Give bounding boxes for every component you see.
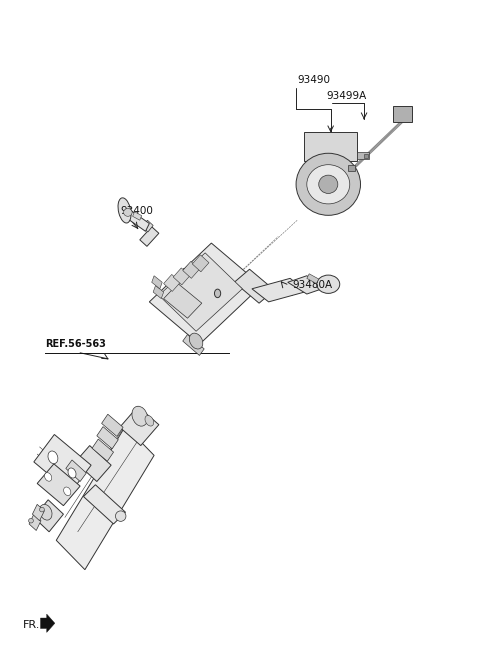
Ellipse shape	[39, 507, 44, 512]
Polygon shape	[132, 212, 142, 220]
Ellipse shape	[145, 415, 154, 426]
Polygon shape	[192, 255, 209, 272]
Text: REF.56-563: REF.56-563	[45, 339, 106, 349]
Polygon shape	[152, 276, 162, 289]
Polygon shape	[34, 500, 63, 532]
Text: 1229AA: 1229AA	[182, 268, 223, 278]
Ellipse shape	[48, 451, 58, 464]
Polygon shape	[183, 335, 204, 356]
Polygon shape	[159, 253, 242, 331]
Polygon shape	[33, 504, 44, 521]
Polygon shape	[97, 426, 118, 449]
Ellipse shape	[317, 275, 340, 293]
Polygon shape	[102, 414, 123, 436]
Ellipse shape	[215, 289, 221, 298]
Polygon shape	[34, 434, 91, 493]
Polygon shape	[75, 445, 111, 482]
Ellipse shape	[123, 209, 132, 216]
Text: 93490: 93490	[297, 75, 330, 85]
Text: 93400: 93400	[120, 205, 154, 216]
Polygon shape	[127, 211, 149, 232]
Text: REF.56-563: REF.56-563	[45, 339, 106, 349]
Ellipse shape	[296, 154, 360, 215]
Polygon shape	[37, 464, 80, 506]
Polygon shape	[252, 278, 307, 302]
Polygon shape	[288, 276, 326, 294]
Polygon shape	[348, 165, 356, 171]
Polygon shape	[140, 227, 159, 247]
Ellipse shape	[64, 487, 71, 495]
Polygon shape	[120, 406, 159, 445]
Polygon shape	[149, 243, 262, 344]
Polygon shape	[84, 485, 125, 524]
Ellipse shape	[116, 511, 126, 522]
Polygon shape	[40, 614, 55, 632]
Ellipse shape	[307, 165, 350, 204]
Ellipse shape	[190, 333, 203, 349]
Polygon shape	[164, 283, 202, 318]
Polygon shape	[92, 439, 114, 461]
Text: FR.: FR.	[24, 619, 41, 630]
Ellipse shape	[68, 468, 76, 478]
Polygon shape	[164, 274, 180, 291]
Polygon shape	[56, 426, 154, 569]
Ellipse shape	[45, 473, 52, 482]
Polygon shape	[307, 274, 319, 283]
Polygon shape	[142, 220, 153, 232]
Ellipse shape	[29, 518, 34, 523]
Ellipse shape	[118, 198, 131, 223]
Polygon shape	[173, 268, 190, 285]
Polygon shape	[153, 285, 164, 298]
Polygon shape	[183, 261, 199, 278]
Polygon shape	[234, 269, 275, 303]
Ellipse shape	[132, 406, 148, 426]
Text: 93499A: 93499A	[326, 91, 366, 100]
Ellipse shape	[39, 504, 52, 520]
Ellipse shape	[319, 175, 338, 194]
Polygon shape	[29, 514, 41, 531]
Polygon shape	[304, 132, 357, 161]
Polygon shape	[66, 460, 86, 482]
Polygon shape	[357, 152, 369, 159]
Text: 93480A: 93480A	[292, 280, 333, 290]
Polygon shape	[393, 106, 412, 122]
Polygon shape	[364, 154, 368, 158]
